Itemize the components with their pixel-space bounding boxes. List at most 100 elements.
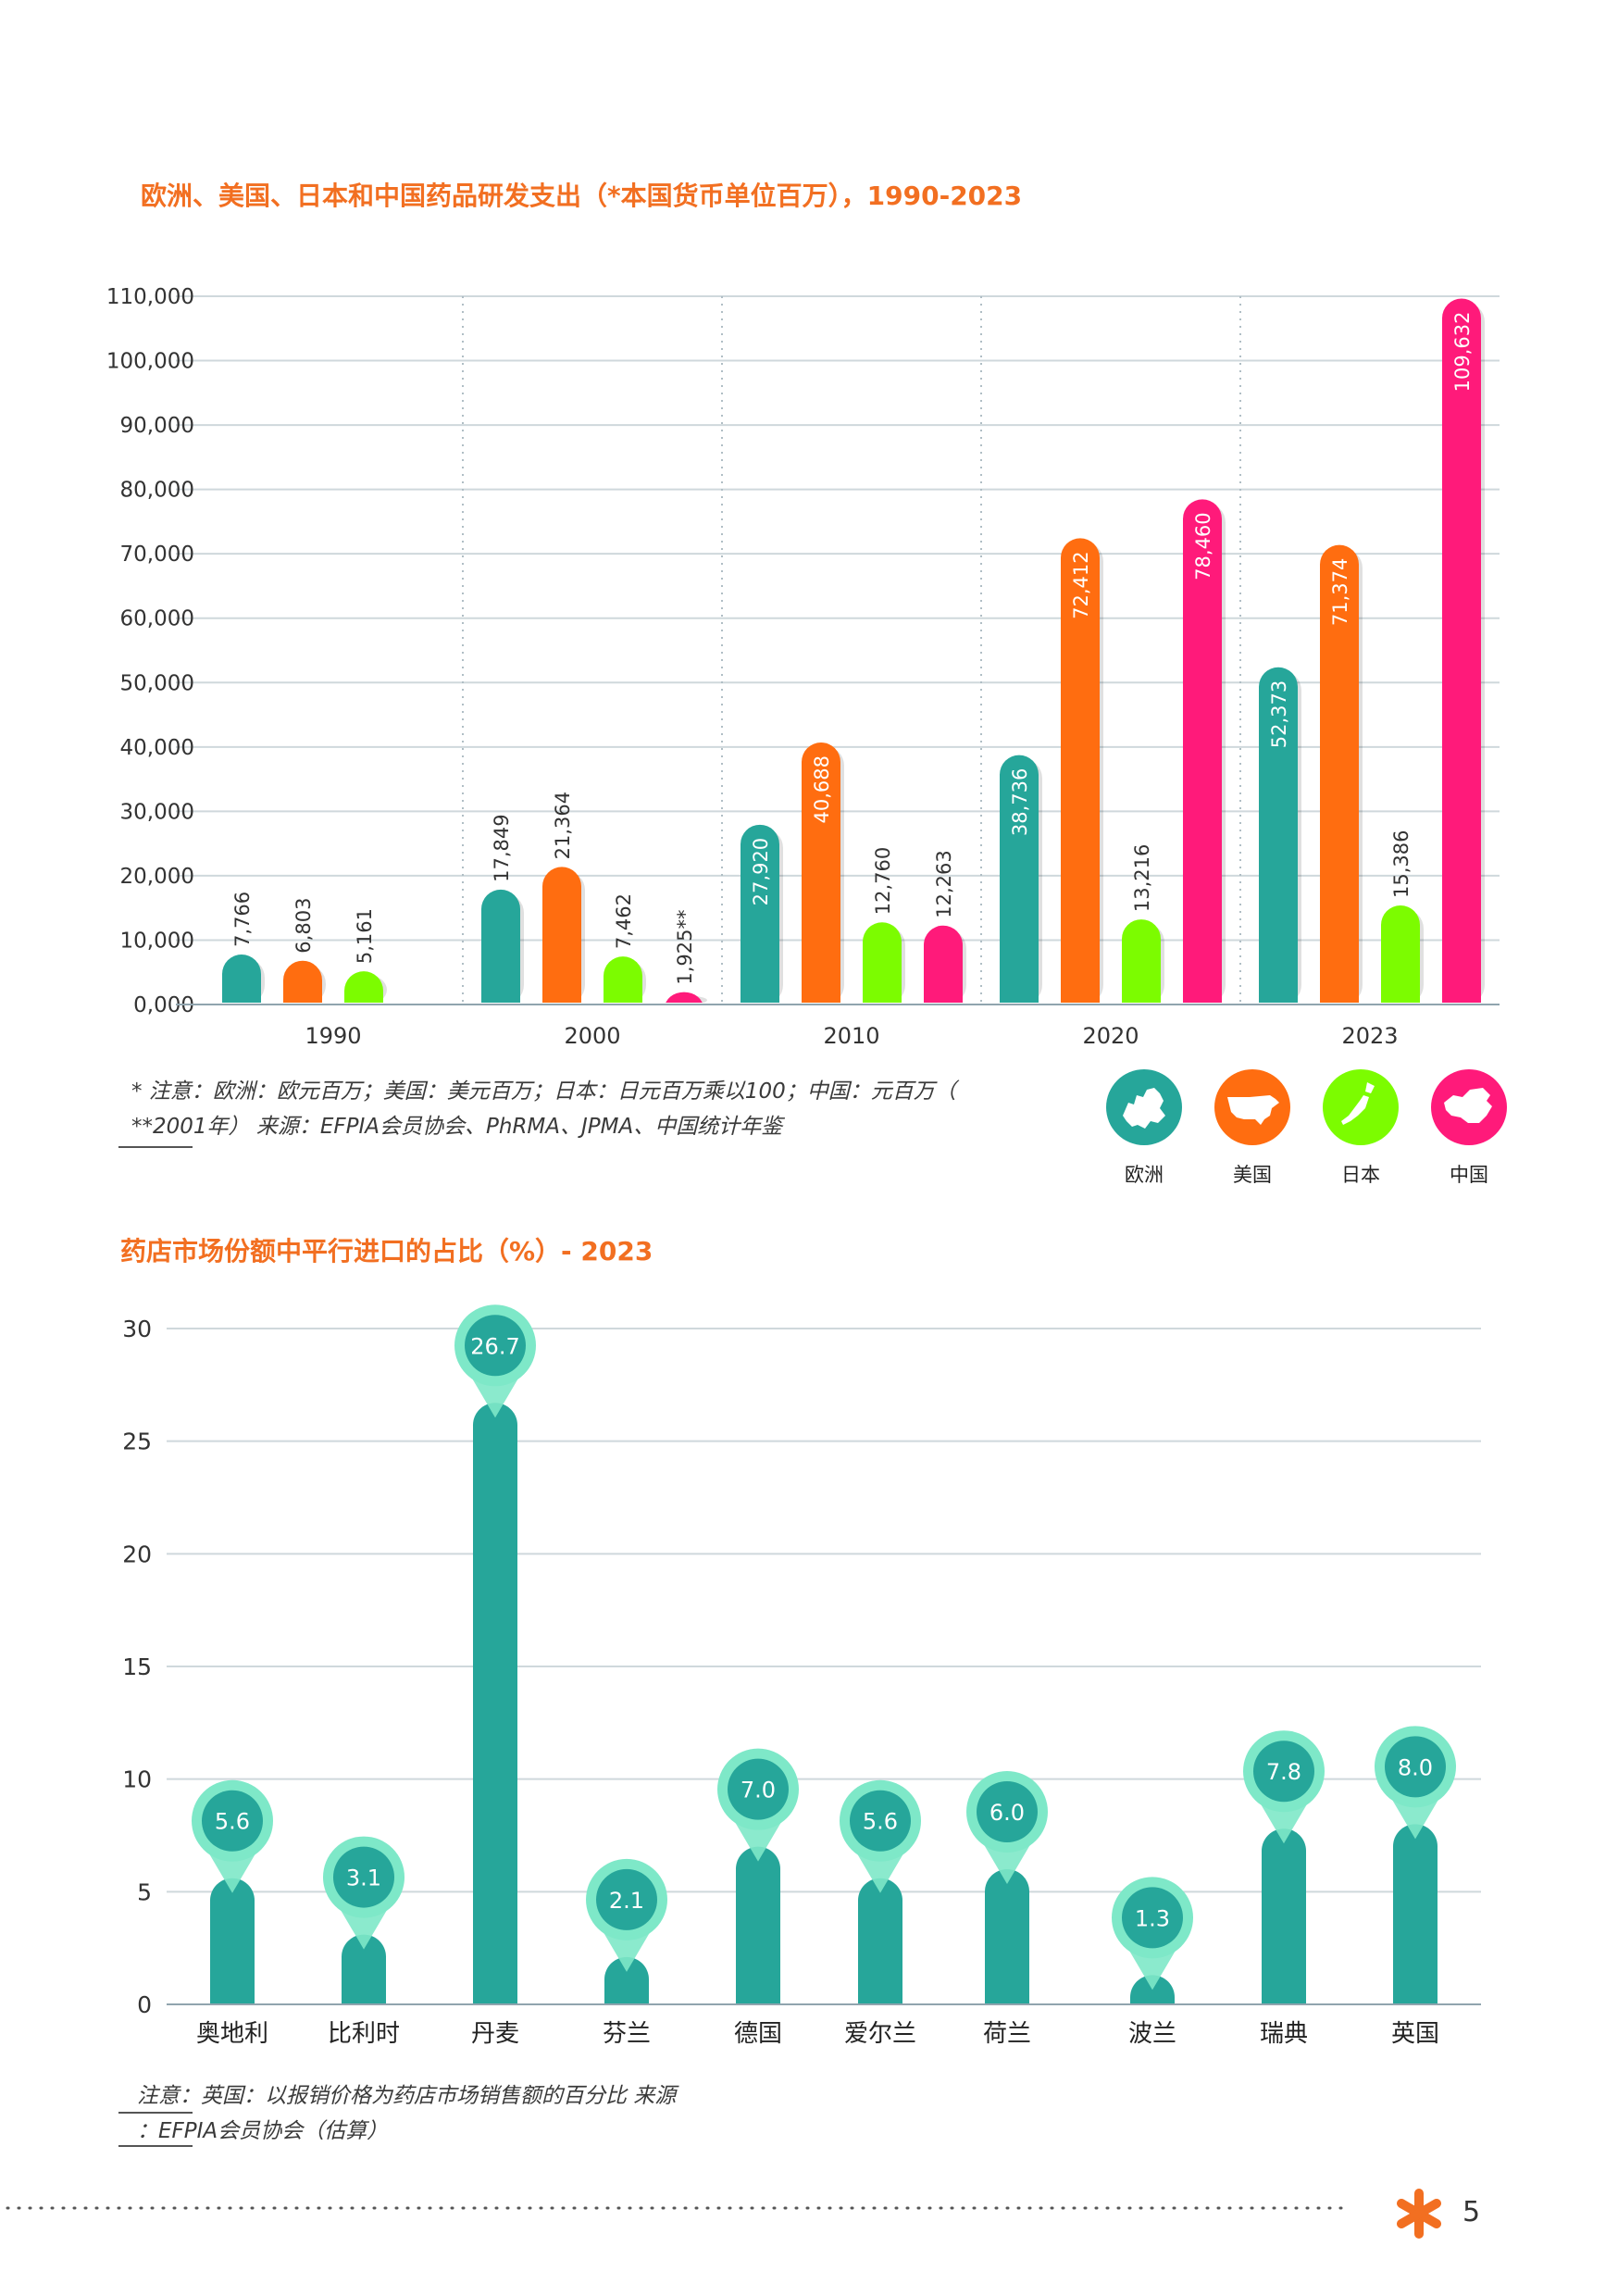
chart2-note-rule-2 — [118, 2145, 193, 2147]
data-label: 78,460 — [1192, 512, 1214, 580]
chart1-note: * 注意：欧洲：欧元百万；美国：美元百万；日本：日元百万乘以100；中国：元百万… — [131, 1074, 956, 1144]
rd-spending-chart: 0,00010,00020,00030,00040,00050,00060,00… — [106, 285, 1500, 1049]
asterisk-icon — [1397, 2189, 1441, 2239]
data-label: 13,216 — [1131, 844, 1153, 912]
data-label: 1.3 — [1135, 1905, 1170, 1931]
data-label: 7,766 — [231, 892, 254, 947]
marker-inner — [728, 1758, 789, 1820]
y-tick-label: 5 — [137, 1878, 152, 1905]
y-tick-label: 100,000 — [106, 350, 194, 374]
data-label: 7.8 — [1266, 1759, 1301, 1785]
x-tick-label: 瑞典 — [1260, 2020, 1308, 2048]
bar — [1320, 544, 1359, 1024]
x-tick-label: 荷兰 — [983, 2020, 1031, 2048]
bar — [473, 1403, 517, 2027]
data-label: 7.0 — [741, 1778, 776, 1803]
y-tick-label: 15 — [122, 1653, 152, 1680]
bar — [736, 1846, 780, 2027]
legend-europe: 欧洲 — [1106, 1069, 1182, 1188]
region-legend: 欧洲 美国 日本 中国 — [1106, 1069, 1513, 1186]
y-tick-label: 20 — [122, 1541, 152, 1567]
y-tick-label: 20,000 — [120, 865, 194, 889]
data-label: 26.7 — [470, 1333, 519, 1359]
bar — [1000, 755, 1039, 1024]
bar-base-mask — [1442, 1003, 1481, 1026]
data-label: 7,462 — [613, 893, 635, 949]
chart1-note-line2: **2001年） 来源：EFPIA会员协会、PhRMA、JPMA、中国统计年鉴 — [131, 1115, 783, 1139]
data-label: 6.0 — [989, 1800, 1025, 1826]
bar-base-mask — [604, 2004, 649, 2030]
x-tick-label: 德国 — [734, 2020, 782, 2048]
bar-base-mask — [1130, 2004, 1175, 2030]
chart2-note-rule-1 — [118, 2112, 193, 2114]
bar-base-mask — [665, 1003, 703, 1026]
bar — [1061, 538, 1100, 1024]
bar-base-mask — [1393, 2004, 1438, 2030]
bar — [210, 1878, 255, 2027]
bar — [481, 889, 520, 1024]
bar-base-mask — [1183, 1003, 1222, 1026]
bar — [858, 1878, 902, 2027]
bar — [863, 922, 902, 1024]
bar-base-mask — [985, 2004, 1029, 2030]
legend-europe-label: 欧洲 — [1125, 1164, 1164, 1186]
y-tick-label: 10 — [122, 1766, 152, 1793]
bar-base-mask — [344, 1003, 383, 1026]
bar — [1122, 919, 1161, 1024]
y-tick-label: 25 — [122, 1429, 152, 1455]
marker-inner — [850, 1790, 911, 1852]
bar-base-mask — [736, 2004, 780, 2030]
marker-inner — [977, 1781, 1038, 1842]
x-tick-label: 2000 — [564, 1023, 620, 1049]
legend-japan: 日本 — [1323, 1069, 1399, 1188]
bar — [1183, 499, 1222, 1024]
bar-base-mask — [1061, 1003, 1100, 1026]
bar-base-mask — [342, 2004, 386, 2030]
legend-usa-label: 美国 — [1233, 1164, 1272, 1186]
bar — [924, 925, 963, 1024]
legend-china: 中国 — [1431, 1069, 1507, 1188]
marker-inner — [596, 1868, 657, 1930]
chart2-title: 药店市场份额中平行进口的占比（%）- 2023 — [120, 1236, 653, 1267]
bar — [1262, 1828, 1306, 2027]
y-tick-label: 30 — [122, 1316, 152, 1342]
data-label: 17,849 — [491, 814, 513, 881]
footer-dotted-line — [6, 2206, 1344, 2210]
y-tick-label: 110,000 — [106, 285, 194, 309]
chart2-note-line2: ：EFPIA会员协会（估算） — [137, 2119, 389, 2143]
marker-inner — [1122, 1887, 1183, 1949]
bar-base-mask — [283, 1003, 322, 1026]
y-tick-label: 60,000 — [120, 607, 194, 631]
marker-inner — [1253, 1741, 1314, 1803]
y-tick-label: 40,000 — [120, 736, 194, 760]
x-tick-label: 奥地利 — [196, 2020, 268, 2048]
x-tick-label: 芬兰 — [603, 2020, 651, 2048]
y-tick-label: 90,000 — [120, 414, 194, 438]
bar-base-mask — [741, 1003, 779, 1026]
china-map-icon — [1431, 1069, 1507, 1145]
bar — [1259, 667, 1298, 1024]
marker-inner — [202, 1790, 263, 1852]
bar-base-mask — [863, 1003, 902, 1026]
bar-base-mask — [802, 1003, 840, 1026]
chart2-note-line1: 注意：英国：以报销价格为药店市场销售额的百分比 来源 — [137, 2084, 677, 2108]
japan-map-icon — [1323, 1069, 1399, 1145]
data-label: 27,920 — [750, 838, 772, 905]
data-label: 21,364 — [552, 792, 574, 859]
bar-base-mask — [1320, 1003, 1359, 1026]
data-label: 6,803 — [292, 898, 315, 954]
data-label: 2.1 — [609, 1888, 644, 1914]
x-tick-label: 比利时 — [328, 2020, 400, 2048]
bar-base-mask — [481, 1003, 520, 1026]
marker-inner — [465, 1315, 526, 1377]
x-tick-label: 爱尔兰 — [844, 2020, 916, 2048]
bar — [985, 1869, 1029, 2027]
bar-base-mask — [473, 2004, 517, 2030]
legend-china-label: 中国 — [1450, 1164, 1488, 1186]
bar-base-mask — [924, 1003, 963, 1026]
parallel-import-chart: 0 5 10 15 20 25 30 5.6 奥地利 3.1 比利时 26.7 丹麦 2.1 芬兰 7.0 德国… — [122, 1304, 1481, 2048]
data-label: 5.6 — [215, 1809, 250, 1835]
chart1-title: 欧洲、美国、日本和中国药品研发支出（*本国货币单位百万），1990-2023 — [141, 181, 1023, 211]
europe-map-icon — [1106, 1069, 1182, 1145]
chart1-note-rule — [118, 1146, 193, 1148]
